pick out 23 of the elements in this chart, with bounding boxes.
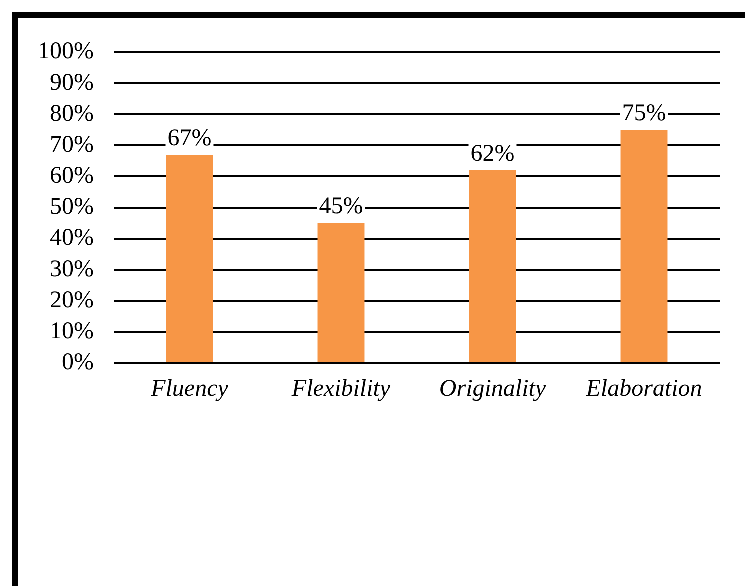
data-label: 75% <box>622 100 666 126</box>
bar <box>469 170 516 362</box>
y-tick-label: 0% <box>62 349 94 376</box>
x-tick-label: Originality <box>439 376 546 402</box>
x-tick-label: Fluency <box>150 376 229 402</box>
y-tick-label: 60% <box>50 163 94 190</box>
data-label: 62% <box>470 140 515 167</box>
data-label: 45% <box>319 194 364 220</box>
y-tick-label: 100% <box>38 38 94 65</box>
data-label: 67% <box>168 125 212 152</box>
y-tick-label: 10% <box>50 318 94 344</box>
y-tick-label: 80% <box>50 100 94 127</box>
y-tick-label: 90% <box>50 70 94 96</box>
y-tick-label: 30% <box>50 256 94 282</box>
x-tick-label: Flexibility <box>290 376 391 402</box>
x-tick-label: Elaboration <box>585 376 702 402</box>
bar <box>318 223 365 362</box>
y-tick-label: 50% <box>50 194 94 220</box>
y-tick-label: 70% <box>50 132 94 158</box>
y-tick-label: 40% <box>50 225 94 252</box>
bar <box>620 130 668 362</box>
y-tick-label: 20% <box>50 287 94 314</box>
bar <box>166 154 214 362</box>
